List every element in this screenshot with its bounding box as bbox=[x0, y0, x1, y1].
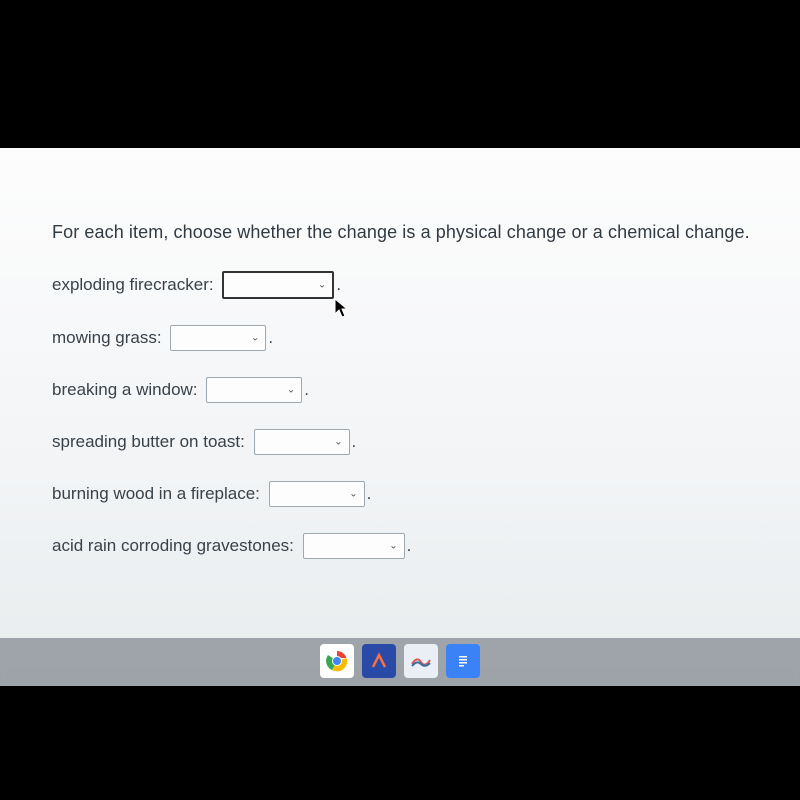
taskbar-chrome-icon[interactable] bbox=[320, 644, 354, 678]
select-mowing-grass[interactable]: ⌄ bbox=[170, 325, 266, 351]
chevron-down-icon: ⌄ bbox=[334, 437, 342, 448]
chevron-down-icon: ⌄ bbox=[287, 385, 295, 396]
outer-frame: For each item, choose whether the change… bbox=[0, 0, 800, 800]
row-label: spreading butter on toast: bbox=[52, 432, 245, 452]
period: . bbox=[336, 275, 341, 295]
chevron-down-icon: ⌄ bbox=[318, 280, 326, 291]
quiz-row: exploding firecracker: ⌄ . bbox=[52, 271, 760, 299]
quiz-row: acid rain corroding gravestones: ⌄ . bbox=[52, 533, 760, 559]
quiz-row: spreading butter on toast: ⌄ . bbox=[52, 429, 760, 455]
select-spreading-butter[interactable]: ⌄ bbox=[254, 429, 350, 455]
quiz-row: burning wood in a fireplace: ⌄ . bbox=[52, 481, 760, 507]
period: . bbox=[304, 380, 309, 400]
row-label: acid rain corroding gravestones: bbox=[52, 536, 294, 556]
chevron-down-icon: ⌄ bbox=[349, 489, 357, 500]
quiz-row: breaking a window: ⌄ . bbox=[52, 377, 760, 403]
taskbar-doc-icon[interactable] bbox=[446, 644, 480, 678]
taskbar bbox=[0, 638, 800, 686]
select-acid-rain[interactable]: ⌄ bbox=[303, 533, 405, 559]
period: . bbox=[268, 328, 273, 348]
select-breaking-window[interactable]: ⌄ bbox=[206, 377, 302, 403]
row-label: exploding firecracker: bbox=[52, 275, 214, 295]
period: . bbox=[407, 536, 412, 556]
chevron-down-icon: ⌄ bbox=[389, 541, 397, 552]
row-label: mowing grass: bbox=[52, 328, 162, 348]
taskbar-app-icon[interactable] bbox=[362, 644, 396, 678]
row-label: breaking a window: bbox=[52, 380, 198, 400]
taskbar-app-icon[interactable] bbox=[404, 644, 438, 678]
select-exploding-firecracker[interactable]: ⌄ bbox=[222, 271, 334, 299]
chevron-down-icon: ⌄ bbox=[251, 333, 259, 344]
quiz-row: mowing grass: ⌄ . bbox=[52, 325, 760, 351]
period: . bbox=[352, 432, 357, 452]
period: . bbox=[367, 484, 372, 504]
row-label: burning wood in a fireplace: bbox=[52, 484, 260, 504]
select-burning-wood[interactable]: ⌄ bbox=[269, 481, 365, 507]
screen-region: For each item, choose whether the change… bbox=[0, 148, 800, 686]
quiz-content: For each item, choose whether the change… bbox=[0, 148, 800, 559]
instruction-text: For each item, choose whether the change… bbox=[52, 222, 760, 243]
